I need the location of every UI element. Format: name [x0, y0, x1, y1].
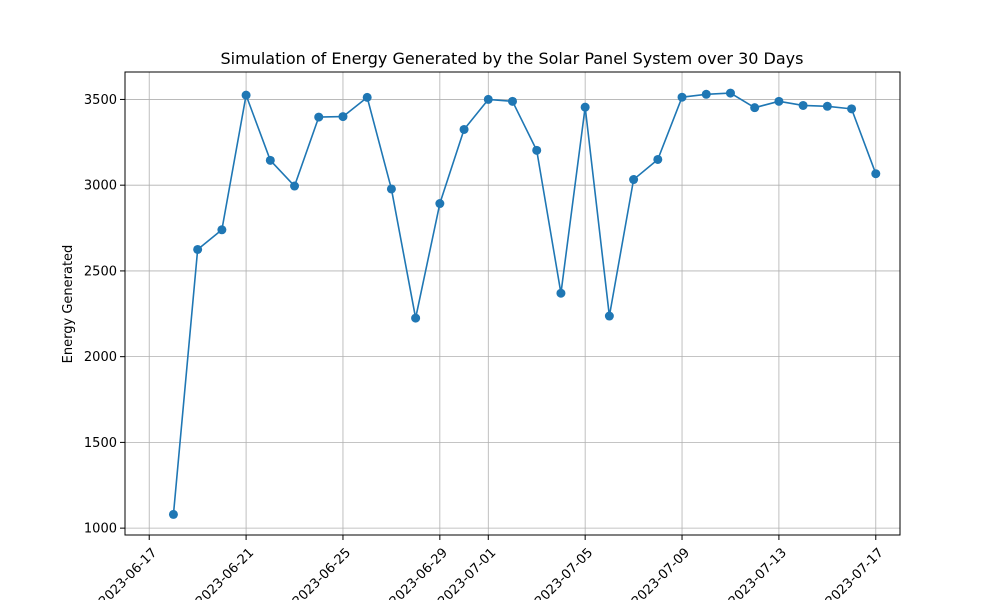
data-point — [338, 112, 348, 122]
x-tick-label: 2023-06-25 — [290, 545, 354, 600]
data-point — [847, 104, 857, 114]
data-point — [459, 124, 469, 134]
y-tick-label: 1000 — [84, 522, 117, 537]
data-point — [314, 112, 324, 122]
data-point — [217, 225, 227, 235]
data-point — [774, 96, 784, 106]
y-tick-label: 2000 — [84, 350, 117, 365]
data-point — [241, 90, 251, 100]
data-point — [629, 175, 639, 185]
x-tick-label: 2023-06-21 — [193, 545, 257, 600]
x-tick-label: 2023-07-05 — [532, 545, 596, 600]
data-point — [168, 509, 178, 519]
data-point — [653, 154, 663, 164]
grid — [125, 72, 900, 535]
data-point — [532, 145, 542, 155]
data-point — [725, 88, 735, 98]
series-line — [172, 92, 877, 515]
data-point — [750, 103, 760, 113]
data-point — [265, 155, 275, 165]
data-point — [483, 94, 493, 104]
chart-title: Simulation of Energy Generated by the So… — [221, 49, 804, 68]
x-axis: 2023-06-17 2023-06-21 2023-06-25 2023-06-29… — [96, 535, 887, 600]
data-point — [871, 169, 881, 179]
data-point — [604, 311, 614, 321]
data-point — [677, 92, 687, 102]
plot-area-frame — [124, 71, 901, 536]
y-axis-label: Energy Generated — [61, 245, 76, 364]
y-tick-label: 3500 — [84, 93, 117, 108]
data-point — [508, 96, 517, 106]
x-tick-label: 2023-06-17 — [96, 545, 160, 600]
data-point — [411, 313, 421, 323]
series-layer — [168, 88, 881, 519]
data-point — [701, 89, 711, 99]
x-tick-label: 2023-07-13 — [726, 545, 790, 600]
data-point — [435, 199, 445, 209]
y-tick-label: 2500 — [84, 264, 117, 279]
data-point — [193, 244, 203, 254]
y-axis: 1000 1500 2000 2500 3000 3500 — [84, 93, 125, 537]
x-tick-label: 2023-07-17 — [823, 545, 887, 600]
y-tick-label: 1500 — [84, 436, 117, 451]
data-point — [798, 100, 808, 110]
data-point — [362, 92, 372, 102]
x-tick-label: 2023-07-09 — [629, 545, 693, 600]
data-point — [580, 102, 590, 112]
data-point — [556, 288, 566, 298]
data-point — [386, 184, 396, 194]
y-tick-label: 3000 — [84, 179, 117, 194]
data-point — [822, 101, 832, 111]
data-point — [290, 181, 300, 191]
